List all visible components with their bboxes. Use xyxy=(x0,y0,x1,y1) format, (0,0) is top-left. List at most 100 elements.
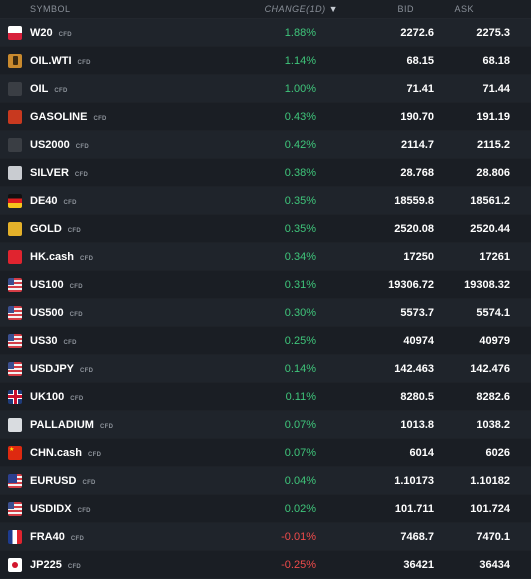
ask-price[interactable]: 1.10182 xyxy=(470,474,510,487)
bid-price[interactable]: 190.70 xyxy=(400,110,434,123)
bid-price[interactable]: 2272.6 xyxy=(400,26,434,39)
bid-price[interactable]: 1.10173 xyxy=(394,474,434,487)
row-icon-cell xyxy=(0,529,30,544)
bid-price[interactable]: 8280.5 xyxy=(400,390,434,403)
symbol-name: US100 xyxy=(30,278,64,291)
table-row[interactable]: GASOLINE CFD 0.43% 190.70 191.19 xyxy=(0,103,531,131)
table-row[interactable]: US500 CFD 0.30% 5573.7 5574.1 xyxy=(0,299,531,327)
usd-index-icon xyxy=(8,501,22,516)
table-row[interactable]: HK.cash CFD 0.34% 17250 17261 xyxy=(0,243,531,271)
ask-price[interactable]: 8282.6 xyxy=(476,390,510,403)
bid-price[interactable]: 7468.7 xyxy=(400,530,434,543)
symbol-name: GOLD xyxy=(30,222,62,235)
bid-price[interactable]: 68.15 xyxy=(406,54,434,67)
row-icon-cell xyxy=(0,165,30,180)
table-row[interactable]: PALLADIUM CFD 0.07% 1013.8 1038.2 xyxy=(0,411,531,439)
row-icon-cell xyxy=(0,193,30,208)
ask-price[interactable]: 5574.1 xyxy=(476,306,510,319)
row-icon-cell xyxy=(0,557,30,572)
us-flag-icon xyxy=(8,305,22,320)
table-row[interactable]: GOLD CFD 0.35% 2520.08 2520.44 xyxy=(0,215,531,243)
row-icon-cell xyxy=(0,249,30,264)
instrument-type-tag: CFD xyxy=(63,339,77,346)
ask-price[interactable]: 2115.2 xyxy=(476,138,510,151)
symbol-cell: DE40 CFD xyxy=(30,195,230,207)
symbol-cell: PALLADIUM CFD xyxy=(30,419,230,431)
ask-price[interactable]: 17261 xyxy=(479,250,510,263)
table-row[interactable]: US2000 CFD 0.42% 2114.7 2115.2 xyxy=(0,131,531,159)
table-row[interactable]: JP225 CFD -0.25% 36421 36434 xyxy=(0,551,531,579)
ask-price[interactable]: 71.44 xyxy=(482,82,510,95)
bid-price[interactable]: 36421 xyxy=(403,558,434,571)
table-row[interactable]: OIL.WTI CFD 1.14% 68.15 68.18 xyxy=(0,47,531,75)
table-row[interactable]: DE40 CFD 0.35% 18559.8 18561.2 xyxy=(0,187,531,215)
ask-price[interactable]: 68.18 xyxy=(482,54,510,67)
table-row[interactable]: USDIDX CFD 0.02% 101.711 101.724 xyxy=(0,495,531,523)
ask-price[interactable]: 19308.32 xyxy=(464,278,510,291)
palladium-icon xyxy=(8,417,22,432)
bid-price[interactable]: 71.41 xyxy=(406,82,434,95)
ask-price[interactable]: 40979 xyxy=(479,334,510,347)
bid-price[interactable]: 19306.72 xyxy=(388,278,434,291)
row-icon-cell xyxy=(0,221,30,236)
bid-price[interactable]: 40974 xyxy=(403,334,434,347)
ask-price[interactable]: 101.724 xyxy=(470,502,510,515)
ask-price[interactable]: 36434 xyxy=(479,558,510,571)
ask-price[interactable]: 142.476 xyxy=(470,362,510,375)
ask-price[interactable]: 28.806 xyxy=(476,166,510,179)
symbol-name: GASOLINE xyxy=(30,110,88,123)
gold-icon xyxy=(8,221,22,236)
table-row[interactable]: SILVER CFD 0.38% 28.768 28.806 xyxy=(0,159,531,187)
table-row[interactable]: FRA40 CFD -0.01% 7468.7 7470.1 xyxy=(0,523,531,551)
bid-price[interactable]: 28.768 xyxy=(400,166,434,179)
column-header-symbol[interactable]: SYMBOL xyxy=(30,4,71,14)
ask-price[interactable]: 191.19 xyxy=(476,110,510,123)
table-row[interactable]: OIL CFD 1.00% 71.41 71.44 xyxy=(0,75,531,103)
table-row[interactable]: USDJPY CFD 0.14% 142.463 142.476 xyxy=(0,355,531,383)
instrument-type-tag: CFD xyxy=(63,199,77,206)
column-header-bid[interactable]: BID xyxy=(397,4,414,14)
bid-price[interactable]: 2520.08 xyxy=(394,222,434,235)
table-row[interactable]: US100 CFD 0.31% 19306.72 19308.32 xyxy=(0,271,531,299)
bid-price[interactable]: 17250 xyxy=(403,250,434,263)
column-header-change[interactable]: CHANGE(1D) ▼ xyxy=(130,4,346,14)
symbol-name: EURUSD xyxy=(30,474,77,487)
ask-price[interactable]: 7470.1 xyxy=(476,530,510,543)
table-row[interactable]: US30 CFD 0.25% 40974 40979 xyxy=(0,327,531,355)
symbol-name: USDJPY xyxy=(30,362,75,375)
symbol-name: HK.cash xyxy=(30,250,75,263)
instrument-type-tag: CFD xyxy=(80,367,94,374)
symbol-cell: USDIDX CFD xyxy=(30,503,230,515)
table-row[interactable]: UK100 CFD 0.11% 8280.5 8282.6 xyxy=(0,383,531,411)
ask-price[interactable]: 18561.2 xyxy=(470,194,510,207)
symbol-cell: CHN.cash CFD xyxy=(30,447,230,459)
bid-price[interactable]: 101.711 xyxy=(394,502,434,515)
row-icon-cell xyxy=(0,361,30,376)
column-header-change-label: CHANGE(1D) xyxy=(264,4,326,14)
bid-price[interactable]: 142.463 xyxy=(394,362,434,375)
table-row[interactable]: W20 CFD 1.88% 2272.6 2275.3 xyxy=(0,19,531,47)
sort-descending-icon[interactable]: ▼ xyxy=(328,4,338,14)
table-row[interactable]: EURUSD CFD 0.04% 1.10173 1.10182 xyxy=(0,467,531,495)
symbol-name: CHN.cash xyxy=(30,446,82,459)
bid-price[interactable]: 18559.8 xyxy=(394,194,434,207)
row-icon-cell xyxy=(0,25,30,40)
symbol-name: DE40 xyxy=(30,194,58,207)
ask-price[interactable]: 1038.2 xyxy=(476,418,510,431)
symbol-cell: UK100 CFD xyxy=(30,391,230,403)
symbol-name: FRA40 xyxy=(30,530,65,543)
bid-price[interactable]: 5573.7 xyxy=(400,306,434,319)
symbol-cell: FRA40 CFD xyxy=(30,531,230,543)
ask-price[interactable]: 6026 xyxy=(485,446,510,459)
table-row[interactable]: CHN.cash CFD 0.07% 6014 6026 xyxy=(0,439,531,467)
ask-price[interactable]: 2520.44 xyxy=(470,222,510,235)
column-header-ask[interactable]: ASK xyxy=(454,4,474,14)
bid-price[interactable]: 6014 xyxy=(409,446,434,459)
ask-price[interactable]: 2275.3 xyxy=(476,26,510,39)
bid-price[interactable]: 1013.8 xyxy=(400,418,434,431)
instrument-type-tag: CFD xyxy=(99,423,114,430)
japan-flag-icon xyxy=(8,557,22,572)
bid-price[interactable]: 2114.7 xyxy=(400,138,434,151)
china-flag-icon xyxy=(8,445,22,460)
change-value: -0.01% xyxy=(281,530,316,543)
